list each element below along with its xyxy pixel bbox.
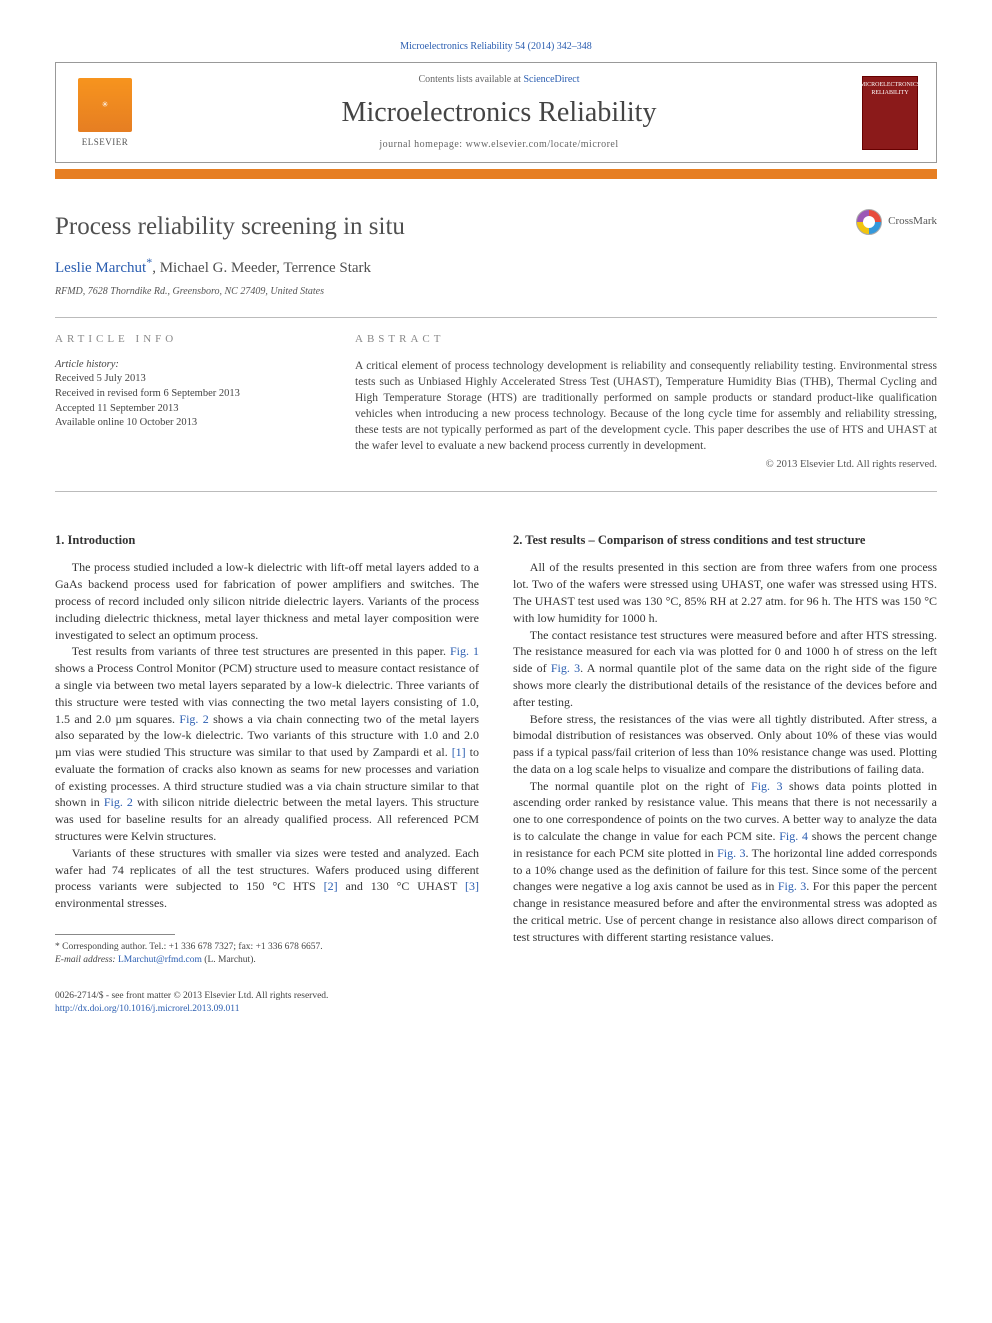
journal-homepage-line: journal homepage: www.elsevier.com/locat…: [154, 138, 844, 152]
fig2-link[interactable]: Fig. 2: [179, 712, 208, 726]
corresponding-email-link[interactable]: LMarchut@rfmd.com: [118, 955, 202, 965]
fig3-link[interactable]: Fig. 3: [551, 661, 580, 675]
front-matter-line: 0026-2714/$ - see front matter © 2013 El…: [55, 990, 937, 1003]
publisher-name: ELSEVIER: [82, 136, 129, 149]
footnote-text: Corresponding author. Tel.: +1 336 678 7…: [60, 942, 323, 952]
sec2-p4: The normal quantile plot on the right of…: [513, 778, 937, 946]
orange-accent-bar: [55, 169, 937, 179]
intro-p1: The process studied included a low-k die…: [55, 559, 479, 643]
abstract-block: ABSTRACT A critical element of process t…: [355, 332, 937, 473]
masthead: ✳ ELSEVIER Contents lists available at S…: [55, 62, 937, 163]
section-1-heading: 1. Introduction: [55, 532, 479, 550]
p3-run: and 130 °C UHAST: [338, 879, 465, 893]
abstract-text: A critical element of process technology…: [355, 358, 937, 455]
journal-cover-icon: MICROELECTRONICS RELIABILITY: [862, 76, 918, 150]
article-info-header: ARTICLE INFO: [55, 332, 315, 347]
fig3-link-c[interactable]: Fig. 3: [717, 846, 745, 860]
body-two-column: 1. Introduction The process studied incl…: [55, 532, 937, 968]
ref-3-link[interactable]: [3]: [465, 879, 479, 893]
author-2: Michael G. Meeder: [160, 260, 276, 276]
p3-run: environmental stresses.: [55, 896, 167, 910]
sec2-p3: Before stress, the resistances of the vi…: [513, 711, 937, 778]
contents-prefix: Contents lists available at: [418, 74, 523, 85]
email-tail: (L. Marchut).: [202, 955, 256, 965]
authors-line: Leslie Marchut*, Michael G. Meeder, Terr…: [55, 254, 937, 279]
history-received: Received 5 July 2013: [55, 372, 315, 387]
affiliation: RFMD, 7628 Thorndike Rd., Greensboro, NC…: [55, 285, 937, 299]
author-3: Terrence Stark: [283, 260, 371, 276]
history-accepted: Accepted 11 September 2013: [55, 402, 315, 417]
history-revised: Received in revised form 6 September 201…: [55, 387, 315, 402]
author-1[interactable]: Leslie Marchut: [55, 260, 146, 276]
article-info-block: ARTICLE INFO Article history: Received 5…: [55, 332, 315, 473]
p4-run: The normal quantile plot on the right of: [530, 779, 751, 793]
crossmark-widget[interactable]: CrossMark: [856, 209, 937, 235]
column-left: 1. Introduction The process studied incl…: [55, 532, 479, 968]
crossmark-label: CrossMark: [888, 214, 937, 229]
fig3-link-b[interactable]: Fig. 3: [751, 779, 783, 793]
rule-bottom: [55, 491, 937, 492]
fig2-link-b[interactable]: Fig. 2: [104, 795, 133, 809]
fig3-link-d[interactable]: Fig. 3: [778, 879, 806, 893]
contents-available-line: Contents lists available at ScienceDirec…: [154, 73, 844, 87]
homepage-prefix: journal homepage:: [379, 139, 465, 150]
doi-link[interactable]: http://dx.doi.org/10.1016/j.microrel.201…: [55, 1004, 239, 1014]
footnote-rule: [55, 934, 175, 935]
sciencedirect-link[interactable]: ScienceDirect: [523, 74, 579, 85]
publisher-logo-block: ✳ ELSEVIER: [70, 73, 140, 152]
sec2-p1: All of the results presented in this sec…: [513, 559, 937, 626]
author-sep: ,: [152, 260, 160, 276]
front-matter-block: 0026-2714/$ - see front matter © 2013 El…: [55, 990, 937, 1017]
email-label: E-mail address:: [55, 955, 118, 965]
rule-top: [55, 317, 937, 318]
homepage-url[interactable]: www.elsevier.com/locate/microrel: [466, 139, 619, 150]
elsevier-tree-icon: ✳: [78, 78, 132, 132]
history-online: Available online 10 October 2013: [55, 416, 315, 431]
top-citation: Microelectronics Reliability 54 (2014) 3…: [55, 40, 937, 54]
section-2-heading: 2. Test results – Comparison of stress c…: [513, 532, 937, 550]
ref-1-link[interactable]: [1]: [452, 745, 466, 759]
ref-2-link[interactable]: [2]: [324, 879, 338, 893]
corresponding-footnote: * Corresponding author. Tel.: +1 336 678…: [55, 941, 479, 968]
fig4-link[interactable]: Fig. 4: [779, 829, 808, 843]
fig1-link[interactable]: Fig. 1: [450, 644, 479, 658]
journal-title: Microelectronics Reliability: [154, 93, 844, 132]
history-label: Article history:: [55, 358, 315, 373]
article-title: Process reliability screening in situ: [55, 209, 856, 244]
crossmark-icon: [856, 209, 882, 235]
abstract-header: ABSTRACT: [355, 332, 937, 347]
sec2-p2: The contact resistance test structures w…: [513, 627, 937, 711]
intro-p2: Test results from variants of three test…: [55, 643, 479, 845]
intro-p3: Variants of these structures with smalle…: [55, 845, 479, 912]
journal-cover-block: MICROELECTRONICS RELIABILITY: [858, 73, 922, 152]
p2-run: Test results from variants of three test…: [72, 644, 450, 658]
abstract-copyright: © 2013 Elsevier Ltd. All rights reserved…: [355, 458, 937, 473]
column-right: 2. Test results – Comparison of stress c…: [513, 532, 937, 968]
